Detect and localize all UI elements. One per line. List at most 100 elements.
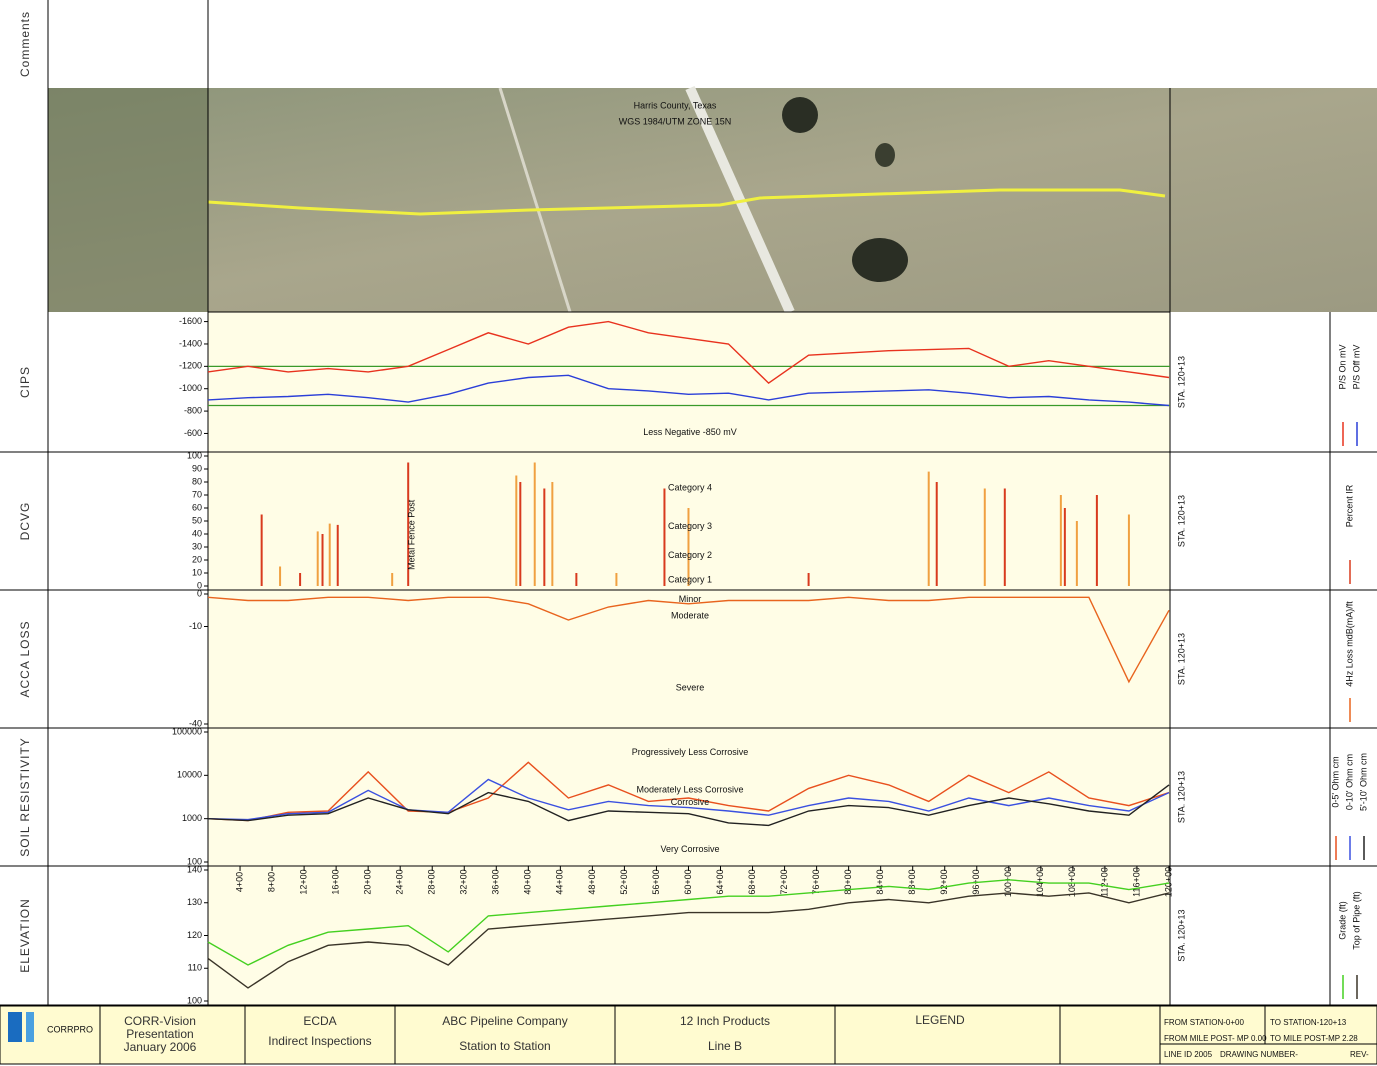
y-tick-label: 100 — [187, 450, 202, 460]
legend-label: Grade (ft) — [1337, 901, 1347, 940]
y-tick-label: -1000 — [179, 383, 202, 393]
panel-label: ELEVATION — [18, 898, 32, 973]
bar — [663, 488, 666, 586]
series-line — [207, 892, 1170, 989]
bar — [935, 482, 938, 586]
series-line — [207, 320, 1170, 385]
annotation: Category 4 — [668, 482, 712, 492]
bar — [687, 508, 690, 586]
bar — [807, 573, 810, 586]
y-tick-label: -1200 — [179, 361, 202, 371]
annotation: Category 1 — [668, 575, 712, 585]
x-tick-label: 120+00 — [1163, 867, 1173, 897]
annotation: Moderately Less Corrosive — [636, 784, 743, 794]
bar — [615, 573, 618, 586]
legend-label: Percent IR — [1344, 484, 1354, 527]
y-tick-label: -1600 — [179, 316, 202, 326]
plot-area — [207, 589, 1171, 729]
x-tick-label: 92+00 — [939, 869, 949, 894]
end-station: STA. 120+13 — [1176, 771, 1186, 823]
y-tick-label: 70 — [192, 489, 202, 499]
y-tick-label: 20 — [192, 554, 202, 564]
tb-text: ABC Pipeline Company — [442, 1014, 567, 1028]
bar — [1095, 495, 1098, 586]
comments-row — [0, 0, 1377, 88]
bar — [983, 488, 986, 586]
tb-text: Station to Station — [459, 1039, 550, 1053]
annotation: Less Negative -850 mV — [643, 427, 737, 437]
y-tick-label: 100000 — [172, 726, 202, 736]
legend-label: P/S On mV — [1337, 344, 1347, 389]
tb-text: Line B — [708, 1039, 742, 1053]
y-tick-label: -800 — [184, 405, 202, 415]
bar — [316, 531, 319, 586]
annotation: Moderate — [671, 611, 709, 621]
legend-label: 5'-10' Ohm cm — [1358, 753, 1368, 811]
series-line — [207, 778, 1170, 821]
map-area — [48, 88, 208, 312]
x-tick-label: 36+00 — [491, 869, 501, 894]
end-station: STA. 120+13 — [1176, 495, 1186, 547]
bar — [1059, 495, 1062, 586]
panel-label: SOIL RESISTIVITY — [18, 737, 32, 857]
tb-text: Presentation — [126, 1027, 193, 1041]
x-tick-label: 4+00 — [234, 872, 244, 892]
series-line — [207, 761, 1170, 822]
bar — [1127, 514, 1130, 586]
y-tick-label: 100 — [187, 995, 202, 1005]
map-title: Harris County, Texas — [634, 100, 717, 110]
x-tick-label: 28+00 — [427, 869, 437, 894]
bar — [279, 566, 282, 586]
panel-label: ACCA LOSS — [18, 620, 32, 697]
y-tick-label: 10 — [192, 567, 202, 577]
bar — [1003, 488, 1006, 586]
logo-mark — [8, 1012, 22, 1042]
y-tick-label: 120 — [187, 930, 202, 940]
panel-label: CIPS — [18, 366, 32, 398]
map-datum: WGS 1984/UTM ZONE 15N — [619, 116, 732, 126]
annotation: Category 3 — [668, 521, 712, 531]
end-station: STA. 120+13 — [1176, 633, 1186, 685]
logo-text: CORRPRO — [47, 1024, 93, 1034]
x-tick-label: 76+00 — [811, 869, 821, 894]
aerial-map — [48, 88, 1377, 312]
legend-label: P/S Off mV — [1351, 345, 1361, 390]
tb-text: REV- — [1350, 1050, 1369, 1059]
tb-text: LEGEND — [915, 1013, 965, 1027]
plot-area — [207, 865, 1171, 1006]
x-tick-label: 100+00 — [1003, 867, 1013, 897]
tb-text: ECDA — [303, 1014, 336, 1028]
plot-area — [207, 311, 1171, 453]
bar — [407, 462, 410, 586]
tb-text: CORR-Vision — [124, 1014, 196, 1028]
tb-text: LINE ID 2005 — [1164, 1050, 1213, 1059]
bar — [260, 514, 263, 586]
y-tick-label: 80 — [192, 476, 202, 486]
annotation: Very Corrosive — [660, 844, 719, 854]
map-pond — [782, 97, 818, 133]
pipeline-route — [207, 188, 1166, 216]
x-tick-label: 16+00 — [331, 869, 341, 894]
map-pond — [852, 238, 908, 282]
legend-label: 4Hz Loss mdB(mA)/ft — [1344, 601, 1354, 687]
x-tick-label: 40+00 — [523, 869, 533, 894]
y-tick-label: 0 — [197, 588, 202, 598]
y-tick-label: 60 — [192, 502, 202, 512]
tb-text: Indirect Inspections — [268, 1034, 371, 1048]
series-line — [207, 374, 1170, 407]
comments-label: Comments — [18, 11, 32, 77]
legend-label: Top of Pipe (ft) — [1351, 891, 1361, 950]
x-tick-label: 64+00 — [715, 869, 725, 894]
x-tick-label: 32+00 — [459, 869, 469, 894]
bar — [515, 475, 518, 586]
y-tick-label: 100 — [187, 856, 202, 866]
x-tick-label: 112+00 — [1099, 867, 1109, 897]
bar — [533, 462, 536, 586]
tb-text: TO MILE POST-MP 2.28 — [1270, 1034, 1358, 1043]
y-tick-label: 30 — [192, 541, 202, 551]
x-tick-label: 108+00 — [1067, 867, 1077, 897]
x-tick-label: 116+00 — [1131, 867, 1141, 897]
map-pond — [875, 143, 895, 167]
bar — [927, 471, 930, 586]
